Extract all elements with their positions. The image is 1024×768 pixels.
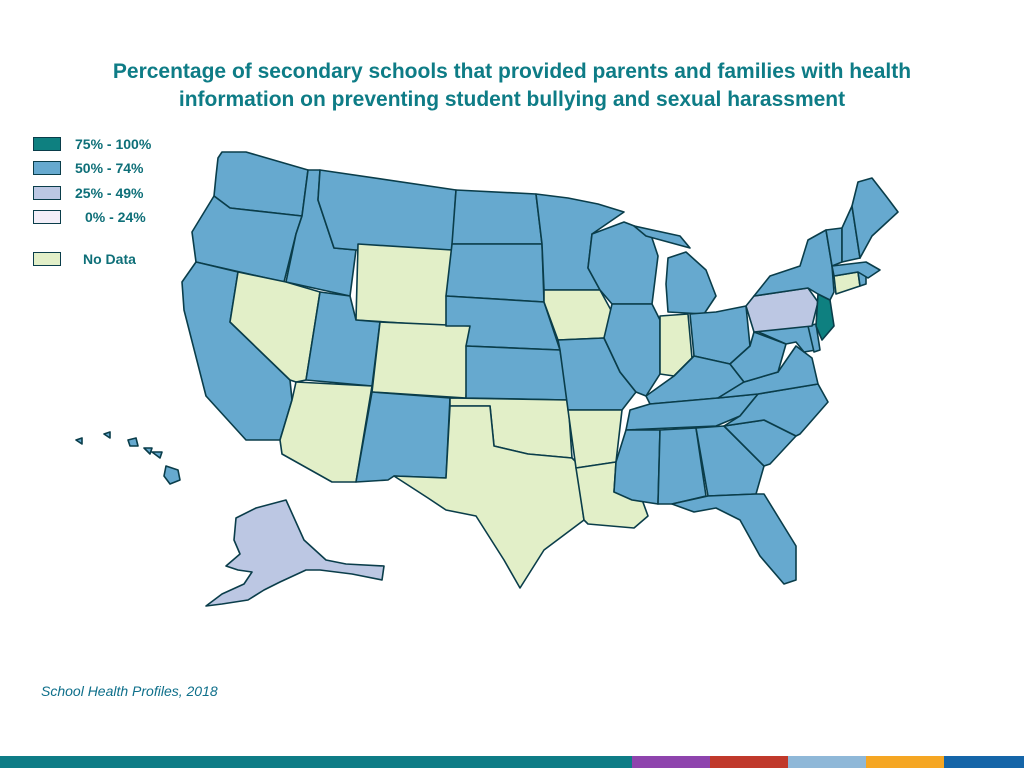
state-georgia[interactable] — [695, 425, 765, 497]
state-new-york[interactable] — [753, 229, 835, 301]
legend-swatch-0-24 — [33, 210, 61, 224]
legend-item-0-24: 0% - 24% — [33, 210, 233, 226]
legend-label-75-100: 75% - 100% — [75, 136, 152, 152]
source-citation: School Health Profiles, 2018 — [41, 683, 218, 699]
legend-label-no-data: No Data — [83, 251, 136, 267]
legend-item-25-49: 25% - 49% — [33, 186, 233, 202]
legend-item-75-100: 75% - 100% — [33, 137, 233, 153]
state-arizona[interactable] — [279, 381, 373, 483]
legend-label-25-49: 25% - 49% — [75, 185, 144, 201]
state-maine[interactable] — [851, 177, 899, 259]
page-title: Percentage of secondary schools that pro… — [20, 58, 1004, 114]
state-michigan[interactable] — [633, 225, 717, 315]
legend-swatch-75-100 — [33, 137, 61, 151]
state-arkansas[interactable] — [567, 409, 623, 469]
title-line-2: information on preventing student bullyi… — [178, 88, 846, 111]
state-alaska[interactable] — [205, 499, 385, 607]
state-wyoming[interactable] — [355, 243, 453, 327]
state-virginia[interactable] — [717, 345, 819, 399]
state-nevada[interactable] — [229, 271, 321, 383]
footer-segment-red — [710, 756, 788, 768]
state-oregon[interactable] — [191, 195, 303, 283]
legend-swatch-50-74 — [33, 161, 61, 175]
state-hawaii[interactable] — [75, 431, 181, 485]
state-mississippi[interactable] — [613, 429, 661, 505]
legend-swatch-no-data — [33, 252, 61, 266]
state-north-dakota[interactable] — [451, 189, 543, 245]
legend-swatch-25-49 — [33, 186, 61, 200]
state-new-mexico[interactable] — [355, 391, 451, 483]
legend-item-50-74: 50% - 74% — [33, 161, 233, 177]
footer-segment-purple — [632, 756, 710, 768]
state-montana[interactable] — [317, 169, 457, 251]
state-massachusetts[interactable] — [831, 261, 881, 279]
state-texas[interactable] — [393, 405, 585, 589]
legend-label-50-74: 50% - 74% — [75, 160, 144, 176]
legend-label-0-24: 0% - 24% — [85, 209, 146, 225]
state-delaware[interactable] — [807, 323, 821, 353]
title-line-1: Percentage of secondary schools that pro… — [112, 60, 912, 83]
footer-segment-light-blue — [788, 756, 866, 768]
state-south-dakota[interactable] — [445, 243, 545, 303]
state-florida[interactable] — [671, 493, 797, 585]
footer-color-bar — [0, 756, 1024, 768]
footer-segment-blue — [944, 756, 1024, 768]
legend-item-no-data: No Data — [33, 252, 233, 268]
state-new-jersey[interactable] — [815, 293, 835, 341]
state-kansas[interactable] — [465, 345, 569, 401]
footer-segment-teal — [0, 756, 632, 768]
state-colorado[interactable] — [371, 321, 471, 399]
footer-segment-orange — [866, 756, 944, 768]
